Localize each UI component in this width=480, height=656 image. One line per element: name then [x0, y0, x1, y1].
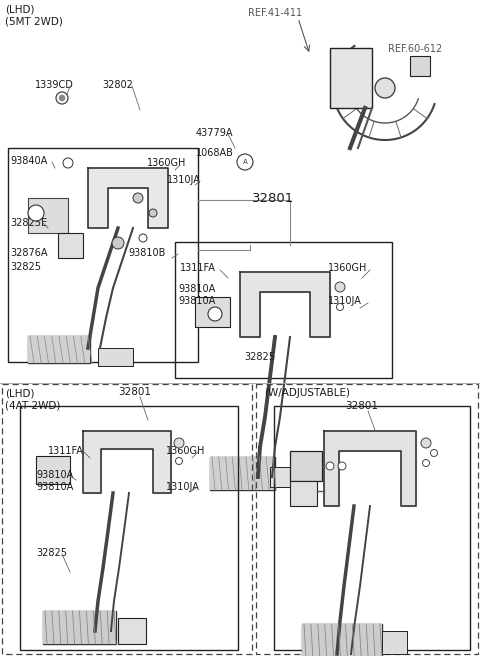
Text: 32825: 32825 — [244, 352, 275, 362]
Text: 1310JA: 1310JA — [167, 175, 201, 185]
Bar — [175, 242, 392, 378]
Bar — [290, 451, 322, 481]
Text: 1360GH: 1360GH — [166, 446, 205, 456]
Text: 32801: 32801 — [345, 401, 378, 411]
Text: A: A — [34, 211, 38, 217]
Text: 43779A: 43779A — [196, 128, 233, 138]
Text: 1310JA: 1310JA — [166, 482, 200, 492]
Bar — [28, 198, 68, 233]
Bar — [8, 148, 198, 362]
Text: (5MT 2WD): (5MT 2WD) — [5, 16, 63, 26]
Bar — [256, 384, 478, 654]
Bar — [28, 198, 68, 233]
Circle shape — [112, 237, 124, 249]
Text: 1310JA: 1310JA — [328, 296, 362, 306]
Bar — [58, 233, 83, 258]
Bar — [270, 467, 295, 487]
Bar — [98, 348, 133, 366]
Text: 1311FA: 1311FA — [180, 263, 216, 273]
Circle shape — [336, 304, 344, 310]
Text: 32801: 32801 — [252, 192, 294, 205]
Polygon shape — [88, 168, 168, 228]
Text: 1311FA: 1311FA — [48, 446, 84, 456]
Bar — [36, 456, 70, 484]
Text: A: A — [242, 159, 247, 165]
Bar — [43, 611, 116, 644]
Text: 93810A: 93810A — [178, 296, 215, 306]
Circle shape — [28, 205, 44, 221]
Circle shape — [338, 462, 346, 470]
Circle shape — [335, 282, 345, 292]
Circle shape — [63, 158, 73, 168]
Text: (LHD): (LHD) — [5, 388, 35, 398]
Circle shape — [149, 209, 157, 217]
Text: REF.41-411: REF.41-411 — [248, 8, 302, 18]
Text: 32801: 32801 — [118, 387, 151, 397]
Bar — [20, 406, 238, 650]
Text: 93810A: 93810A — [178, 284, 215, 294]
Bar — [195, 297, 230, 327]
Circle shape — [56, 92, 68, 104]
Circle shape — [208, 307, 222, 321]
Bar — [28, 336, 90, 363]
Text: 32876A: 32876A — [10, 248, 48, 258]
Bar — [290, 481, 317, 506]
Text: 32825E: 32825E — [10, 218, 47, 228]
Circle shape — [237, 154, 253, 170]
Text: 1339CD: 1339CD — [35, 80, 74, 90]
Circle shape — [326, 462, 334, 470]
Bar — [210, 457, 275, 490]
Text: (4AT 2WD): (4AT 2WD) — [5, 400, 60, 410]
Text: (W/ADJUSTABLE): (W/ADJUSTABLE) — [264, 388, 350, 398]
Bar — [118, 618, 146, 644]
Polygon shape — [240, 272, 330, 337]
Bar — [28, 336, 90, 363]
Bar — [2, 384, 252, 654]
Bar — [302, 624, 382, 656]
Circle shape — [421, 438, 431, 448]
Text: (LHD): (LHD) — [5, 5, 35, 15]
Text: 93810B: 93810B — [128, 248, 166, 258]
Polygon shape — [324, 431, 416, 506]
Circle shape — [174, 438, 184, 448]
Circle shape — [176, 457, 182, 464]
Text: 93810A: 93810A — [36, 482, 73, 492]
Text: 93840A: 93840A — [10, 156, 47, 166]
Text: A: A — [213, 312, 217, 318]
Text: REF.60-612: REF.60-612 — [388, 44, 442, 54]
Circle shape — [59, 95, 65, 101]
Bar — [274, 406, 470, 650]
Text: 32802: 32802 — [102, 80, 133, 90]
Circle shape — [375, 78, 395, 98]
Circle shape — [133, 193, 143, 203]
Text: 1360GH: 1360GH — [147, 158, 186, 168]
Text: 1360GH: 1360GH — [328, 263, 367, 273]
Bar — [302, 624, 382, 656]
Text: 93810A: 93810A — [36, 470, 73, 480]
Polygon shape — [83, 431, 171, 493]
Bar — [43, 611, 116, 644]
Text: 32825: 32825 — [10, 262, 41, 272]
Circle shape — [422, 459, 430, 466]
Text: 1068AB: 1068AB — [196, 148, 234, 158]
Bar — [410, 56, 430, 76]
Bar — [382, 631, 407, 654]
Text: 32825: 32825 — [36, 548, 67, 558]
Bar — [210, 457, 275, 490]
Circle shape — [139, 234, 147, 242]
Bar — [330, 48, 372, 108]
Circle shape — [431, 449, 437, 457]
